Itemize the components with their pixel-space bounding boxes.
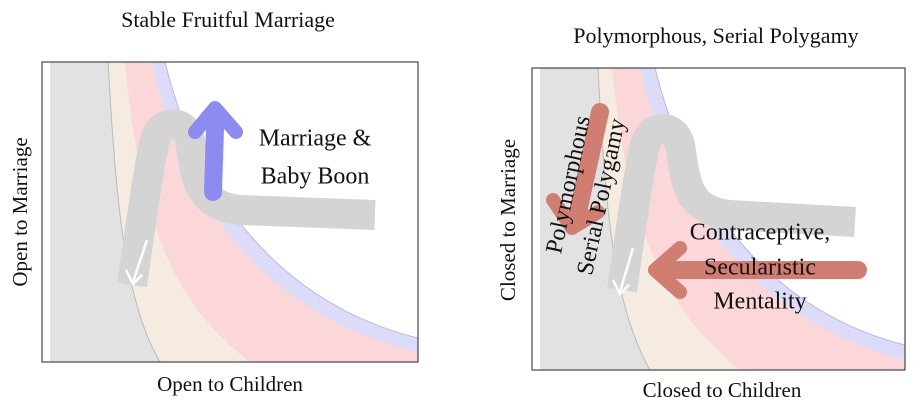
frame (531, 67, 906, 371)
regions (42, 62, 418, 362)
frame (41, 61, 419, 363)
red-arrow-head (546, 193, 605, 235)
white-arrow (611, 247, 635, 297)
annotation-line: Marriage & (259, 126, 372, 152)
panel-title: Stable Fruitful Marriage (121, 7, 335, 32)
x-axis-label: Open to Children (157, 372, 303, 396)
annotation-line: Contraceptive, (690, 220, 831, 246)
left-panel: Stable Fruitful Marriage Open to Childre… (8, 7, 419, 396)
red-arrow-shaft (569, 103, 609, 221)
white-arrow (124, 239, 149, 287)
right-panel: Polymorphous, Serial Polygamy Closed to … (496, 23, 906, 402)
blue-arrow-shaft (204, 119, 224, 201)
gray-trajectory (607, 114, 856, 293)
y-axis-label: Closed to Marriage (496, 139, 520, 301)
annotation-line: Mentality (713, 289, 806, 315)
regions (532, 68, 905, 370)
annotation-line: Secularistic (704, 255, 816, 281)
x-axis-label: Closed to Children (643, 378, 802, 402)
y-axis-label: Open to Marriage (8, 137, 32, 286)
red-arrow-head (648, 241, 687, 299)
panel-title: Polymorphous, Serial Polygamy (573, 23, 858, 48)
annotation-line: Baby Boon (261, 164, 370, 190)
gray-trajectory (117, 109, 376, 288)
blue-arrow-head (188, 101, 243, 139)
